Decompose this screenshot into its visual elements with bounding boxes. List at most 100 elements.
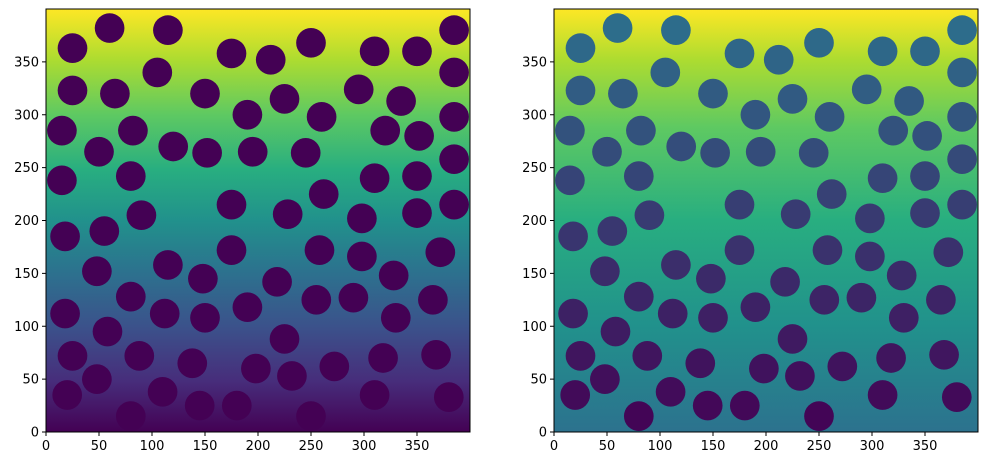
circle-marker: [255, 44, 286, 75]
circle-marker: [696, 263, 726, 294]
circle-marker: [188, 263, 218, 294]
circle-marker: [600, 316, 631, 347]
circle-marker: [780, 199, 811, 229]
circle-marker: [439, 57, 469, 88]
circle-marker: [558, 298, 588, 329]
circle-marker: [777, 324, 808, 354]
y-tick-label: 0: [539, 426, 547, 441]
circle-marker: [814, 102, 845, 132]
circle-marker: [232, 292, 263, 323]
circle-marker: [262, 266, 292, 297]
circle-marker: [57, 75, 88, 106]
circle-marker: [304, 235, 335, 265]
x-tick-label: 100: [648, 439, 673, 454]
circle-marker: [232, 99, 263, 130]
circle-marker: [433, 382, 464, 412]
circle-marker: [724, 189, 755, 220]
circle-marker: [812, 235, 843, 265]
circle-marker: [50, 221, 80, 252]
circle-marker: [590, 256, 620, 287]
circle-marker: [378, 260, 409, 291]
circle-marker: [876, 343, 906, 373]
circle-marker: [216, 189, 247, 220]
circle-marker: [296, 401, 326, 431]
circle-marker: [308, 179, 339, 209]
x-tick-label: 0: [42, 439, 50, 454]
circle-marker: [100, 78, 130, 109]
circle-marker: [947, 102, 977, 132]
circle-marker: [698, 78, 728, 109]
circle-marker: [729, 390, 760, 421]
circle-marker: [296, 28, 326, 58]
circle-marker: [846, 282, 877, 313]
circle-marker: [867, 380, 898, 410]
circle-marker: [685, 348, 716, 379]
circle-marker: [418, 284, 448, 315]
y-tick-label: 250: [522, 161, 547, 176]
circle-marker: [827, 351, 858, 382]
circle-marker: [740, 292, 771, 323]
circle-marker: [661, 15, 691, 45]
circle-marker: [439, 15, 469, 45]
circle-marker: [634, 200, 665, 231]
circle-marker: [115, 161, 146, 191]
circle-marker: [657, 298, 688, 329]
circle-marker: [947, 189, 977, 220]
circle-marker: [692, 390, 723, 421]
circle-marker: [115, 401, 146, 431]
circle-marker: [301, 284, 332, 315]
circle-marker: [749, 353, 779, 384]
circle-marker: [745, 136, 776, 167]
x-tick-label: 0: [550, 439, 558, 454]
circle-marker: [947, 144, 977, 175]
circle-marker: [290, 137, 321, 168]
x-tick-label: 350: [913, 439, 938, 454]
circle-marker: [661, 250, 691, 280]
left-heatmap-panel: 0 50 100 150 200 250 300 350 0 50 100 150 200 250 300 3…: [14, 8, 471, 454]
y-tick-label: 150: [522, 267, 547, 282]
circle-marker: [785, 361, 815, 391]
x-tick-label: 300: [352, 439, 377, 454]
circle-marker: [558, 221, 588, 252]
circle-marker: [82, 364, 112, 394]
circle-marker: [941, 382, 972, 412]
circle-marker: [894, 86, 924, 116]
circle-marker: [241, 353, 271, 384]
y-tick-label: 350: [14, 55, 39, 70]
circle-marker: [804, 401, 834, 431]
circle-marker: [343, 74, 374, 105]
circle-marker: [319, 351, 350, 382]
x-tick-label: 50: [91, 439, 108, 454]
circle-marker: [590, 364, 620, 394]
circle-marker: [57, 33, 88, 63]
circle-marker: [929, 339, 959, 370]
circle-marker: [269, 324, 300, 354]
circle-marker: [221, 390, 252, 421]
circle-marker: [402, 36, 432, 67]
x-tick-label: 300: [860, 439, 885, 454]
x-tick-label: 150: [193, 439, 218, 454]
circle-marker: [272, 199, 303, 229]
circle-marker: [798, 137, 829, 168]
x-tick-label: 250: [807, 439, 832, 454]
circle-marker: [770, 266, 800, 297]
circle-marker: [763, 44, 794, 75]
circle-marker: [855, 241, 885, 272]
circle-marker: [740, 99, 771, 130]
y-tick-label: 0: [31, 426, 39, 441]
circle-marker: [177, 348, 208, 379]
y-tick-label: 100: [522, 320, 547, 335]
y-tick-label: 50: [22, 373, 39, 388]
x-tick-label: 350: [405, 439, 430, 454]
circle-marker: [368, 343, 398, 373]
x-tick-label: 50: [599, 439, 616, 454]
circle-marker: [421, 339, 451, 370]
circle-marker: [777, 84, 808, 114]
circle-marker: [153, 15, 183, 45]
y-tick-label: 200: [522, 214, 547, 229]
circle-marker: [190, 302, 220, 333]
circle-marker: [809, 284, 840, 315]
circle-marker: [632, 341, 663, 371]
y-tick-label: 350: [522, 55, 547, 70]
